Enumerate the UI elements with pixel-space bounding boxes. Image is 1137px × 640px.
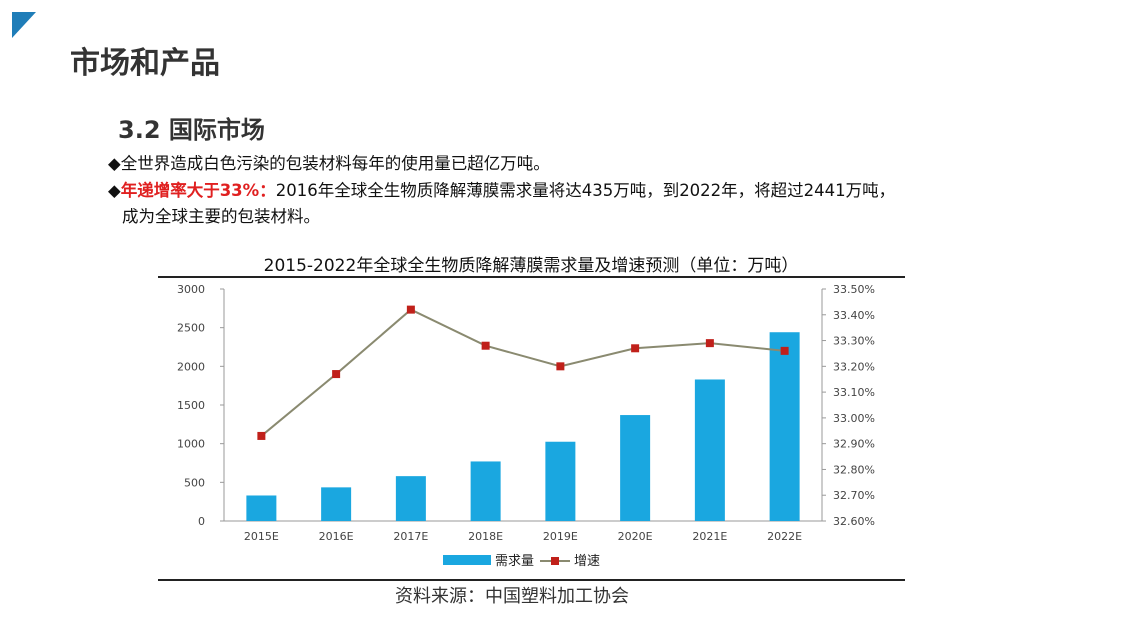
y-left-tick: 1500 <box>177 399 205 412</box>
y-right-tick: 33.20% <box>833 360 875 373</box>
x-tick-label: 2021E <box>692 530 727 543</box>
bar-2019E <box>545 441 576 521</box>
y-left-tick: 3000 <box>177 283 205 296</box>
y-left-tick: 1000 <box>177 438 205 451</box>
growth-point-2018E <box>481 341 490 350</box>
bullet-1: ◆全世界造成白色污染的包装材料每年的使用量已超亿万吨。 <box>108 154 550 173</box>
y-left-tick: 0 <box>198 515 205 528</box>
y-right-tick: 33.00% <box>833 412 875 425</box>
y-left-tick: 2500 <box>177 322 205 335</box>
bullet-marker: ◆ <box>108 181 121 200</box>
bar-2015E <box>246 495 277 521</box>
legend-bar-label: 需求量 <box>495 554 534 569</box>
y-left-tick: 500 <box>184 476 205 489</box>
legend-line-marker <box>551 557 559 565</box>
y-right-tick: 33.10% <box>833 386 875 399</box>
growth-point-2022E <box>780 346 789 355</box>
y-left-tick: 2000 <box>177 360 205 373</box>
y-right-tick: 32.90% <box>833 438 875 451</box>
y-right-tick: 32.70% <box>833 489 875 502</box>
bullet-2: ◆年递增率大于33%：2016年全球全生物质降解薄膜需求量将达435万吨，到20… <box>108 177 895 201</box>
bar-2017E <box>395 476 426 521</box>
y-right-tick: 33.50% <box>833 283 875 296</box>
growth-line <box>260 308 785 437</box>
bar-2018E <box>470 461 501 521</box>
x-tick-label: 2022E <box>767 530 802 543</box>
growth-point-2017E <box>406 305 415 314</box>
y-right-tick: 33.30% <box>833 335 875 348</box>
bar-2020E <box>620 415 651 521</box>
x-tick-label: 2016E <box>319 530 354 543</box>
growth-point-2021E <box>705 339 714 348</box>
growth-point-2019E <box>556 362 565 371</box>
x-tick-label: 2015E <box>244 530 279 543</box>
legend-bar-swatch <box>443 555 491 565</box>
growth-point-2016E <box>332 370 341 379</box>
bullet-highlight: 年递增率大于33%： <box>120 181 276 200</box>
bullet-2-cont: 成为全球主要的包装材料。 <box>122 207 320 226</box>
chart-source: 资料来源：中国塑料加工协会 <box>395 586 629 607</box>
section-subtitle: 3.2 国际市场 <box>118 116 265 144</box>
bar-2021E <box>694 379 725 521</box>
legend-line-label: 增速 <box>574 554 600 569</box>
slide-title: 市场和产品 <box>70 46 220 81</box>
chart-title: 2015-2022年全球全生物质降解薄膜需求量及增速预测（单位：万吨） <box>264 256 799 276</box>
y-right-tick: 32.80% <box>833 463 875 476</box>
x-tick-label: 2018E <box>468 530 503 543</box>
y-right-tick: 33.40% <box>833 309 875 322</box>
corner-accent <box>12 12 36 38</box>
x-tick-label: 2017E <box>393 530 428 543</box>
growth-point-2015E <box>257 431 266 440</box>
x-tick-label: 2019E <box>543 530 578 543</box>
y-right-tick: 32.60% <box>833 515 875 528</box>
bar-2022E <box>769 332 800 521</box>
x-tick-label: 2020E <box>618 530 653 543</box>
bullet-text: 2016年全球全生物质降解薄膜需求量将达435万吨，到2022年，将超过2441… <box>275 181 896 200</box>
growth-point-2020E <box>631 344 640 353</box>
bar-2016E <box>321 487 352 521</box>
